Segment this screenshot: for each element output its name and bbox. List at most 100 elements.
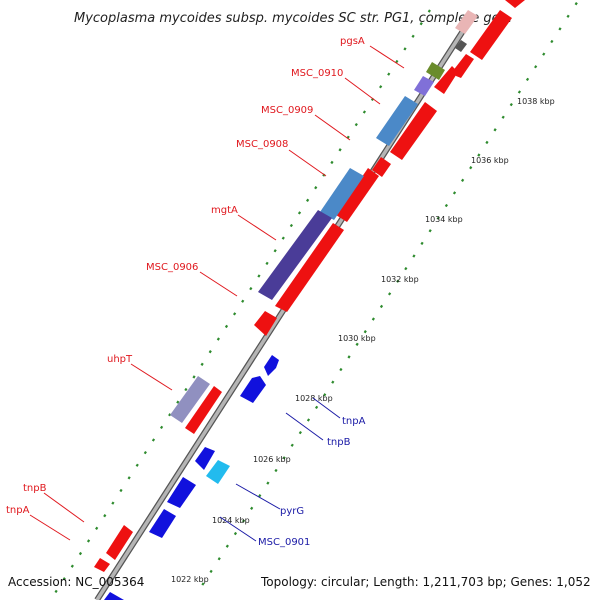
tick-dot [224, 324, 229, 329]
tick-dot [396, 279, 400, 283]
tick-label-1038: 1038 kbp [517, 97, 555, 106]
tick-dot [403, 47, 407, 51]
gene-pyrG-cyan[interactable] [206, 460, 230, 484]
tick-dot [241, 519, 246, 523]
tick-dot [217, 557, 221, 561]
tick-dot [266, 481, 270, 485]
gene-msc-0910-purple[interactable] [414, 76, 434, 96]
tick-dot [323, 393, 327, 397]
tick-label-1024: 1024 kbp [212, 516, 250, 525]
label-tnpA: tnpA [6, 505, 30, 516]
tick-dot [306, 198, 310, 202]
top-faded-genes [455, 0, 525, 60]
label-mgtA: mgtA [211, 205, 238, 216]
gene-pgsA-green[interactable] [426, 62, 445, 80]
tick-dot [297, 211, 302, 215]
tick-dot [387, 292, 392, 296]
gene-msc-0909[interactable] [390, 102, 437, 160]
tick-label-1036: 1036 kbp [471, 156, 509, 165]
gene-msc-0910[interactable] [434, 66, 458, 94]
tick-dot [192, 375, 196, 379]
tick-dot [436, 216, 440, 220]
tick-dot [404, 266, 408, 271]
tick-dot [95, 526, 99, 530]
gene-msc-0905[interactable] [254, 311, 277, 336]
tick-dot [273, 249, 277, 253]
tick-dot [306, 418, 311, 422]
tick-label-1022: 1022 kbp [171, 575, 209, 584]
tick-dot [427, 9, 431, 13]
gene-msc-0906[interactable] [275, 223, 344, 312]
gene-tnpB-blue[interactable] [240, 376, 266, 403]
tick-dot [258, 494, 262, 498]
tick-dot [233, 531, 238, 536]
tick-dot [274, 468, 278, 473]
tick-dot [485, 140, 489, 145]
tick-dot [127, 476, 131, 480]
tick-dot [314, 405, 319, 410]
tick-dot [265, 261, 269, 266]
tick-dot [200, 362, 204, 366]
gene-msc-0908-steel[interactable] [320, 168, 364, 220]
label-tnpA-rev: tnpA [342, 416, 366, 427]
gene-pyrG-blue[interactable] [195, 447, 215, 470]
tick-dot [249, 286, 253, 291]
gene-msc-0909-steel[interactable] [376, 96, 418, 146]
tick-dot [314, 186, 318, 190]
tick-dot [143, 450, 147, 455]
label-msc-0908: MSC_0908 [236, 139, 288, 150]
tick-dot [411, 34, 415, 38]
tick-dot [241, 299, 245, 303]
tick-dot [509, 102, 513, 107]
tick-dot [151, 438, 156, 442]
tick-dot [216, 337, 220, 341]
tick-dot [339, 367, 343, 372]
tick-dot [419, 22, 423, 26]
tick-dot [257, 274, 261, 278]
tick-dot [281, 236, 285, 240]
gene-tnpA-blue[interactable] [264, 355, 279, 376]
tick-dot [379, 85, 383, 89]
gene-tnpB-red[interactable] [106, 525, 133, 560]
tick-dot [159, 425, 164, 430]
tick-dot [550, 39, 554, 44]
tick-dot [290, 443, 294, 447]
forward-gene-labels: pgsA MSC_0910 MSC_0909 MSC_0908 mgtA MSC… [6, 36, 365, 516]
gene-mgtA[interactable] [336, 168, 379, 222]
tick-dot [354, 122, 358, 127]
tick-dot [70, 564, 74, 568]
gene-msc-0901-a[interactable] [167, 477, 196, 508]
gene-mgtA-dark[interactable] [258, 210, 332, 300]
gene-tnpA-red[interactable] [94, 558, 110, 572]
tick-dot [330, 160, 334, 165]
tick-label-1034: 1034 kbp [425, 215, 463, 224]
gene-features [94, 54, 474, 600]
gene-uhpT-red[interactable] [185, 386, 222, 434]
gene-uhpT-multi[interactable] [170, 376, 210, 423]
tick-dot-lines [54, 2, 578, 594]
gene-bottom-blue[interactable] [104, 592, 124, 600]
tick-label-1026: 1026 kbp [253, 455, 291, 464]
topology-text: Topology: circular; Length: 1,211,703 bp… [260, 575, 591, 589]
tick-dot [566, 14, 570, 18]
gene-msc-0901-b[interactable] [149, 509, 176, 538]
tick-dot [542, 52, 546, 56]
map-title: Mycoplasma mycoides subsp. mycoides SC s… [74, 11, 512, 26]
tick-dot [289, 223, 293, 228]
gene-msc-0908[interactable] [372, 157, 391, 177]
label-msc-0906: MSC_0906 [146, 262, 198, 273]
tick-dot [135, 463, 139, 467]
tick-labels: 1022 kbp 1024 kbp 1026 kbp 1028 kbp 1030… [171, 97, 555, 584]
tick-dot [452, 191, 457, 195]
tick-dot [501, 115, 505, 119]
tick-dot [355, 342, 359, 346]
tick-dot [201, 582, 205, 586]
tick-dot [363, 330, 367, 334]
tick-dot [184, 387, 188, 392]
tick-dot [338, 148, 342, 152]
tick-dot [282, 456, 286, 460]
tick-dot [119, 488, 123, 493]
accession-text: Accession: NC_005364 [8, 575, 144, 589]
tick-dot [428, 229, 432, 233]
